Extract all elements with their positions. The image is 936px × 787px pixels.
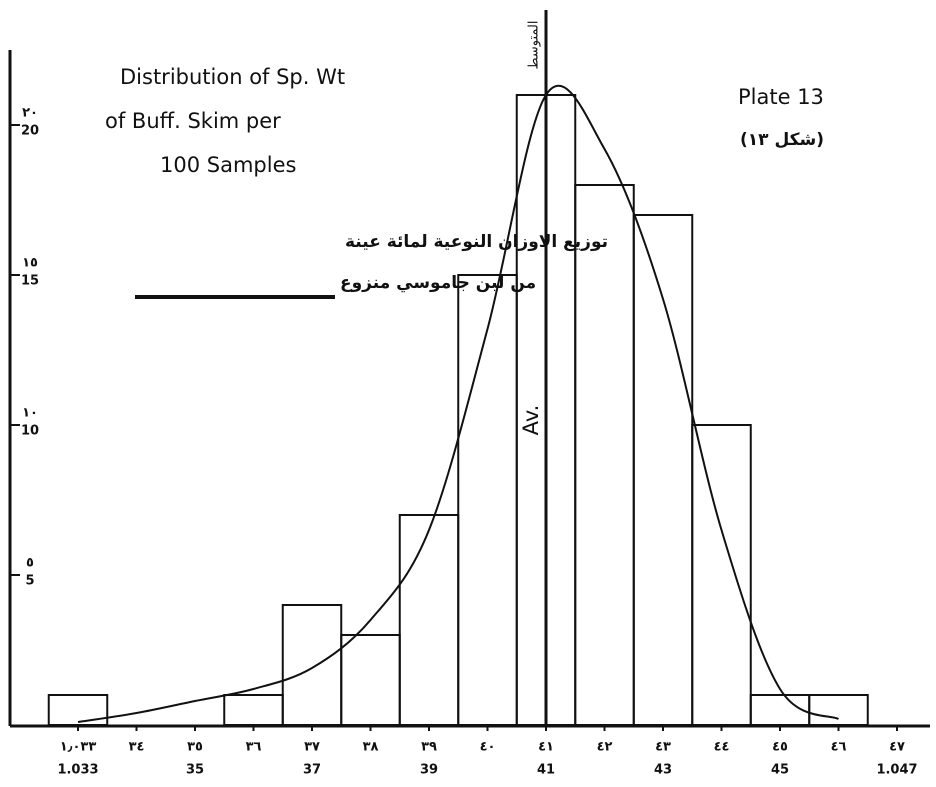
x-tick-label: 43 [654, 763, 672, 778]
bar [457, 274, 518, 726]
x-tick-label-arabic: ٣٨ [363, 740, 379, 755]
title-arabic: من لبن جاموسي منزوع [340, 273, 536, 293]
y-tick-label: 20 [21, 124, 39, 139]
y-tick-label-arabic: ١٥ [22, 256, 38, 271]
title-line: Distribution of Sp. Wt [120, 65, 345, 89]
x-tick-label-arabic: ٣٤ [129, 740, 145, 755]
x-tick-label: 41 [537, 763, 555, 778]
x-tick-label-arabic: ٤٣ [655, 740, 671, 755]
y-tick-label-arabic: ٥ [26, 556, 34, 571]
fit-curve [77, 85, 839, 723]
title-arabic: توزيع الاوزان النوعية لمائة عينة [345, 232, 608, 252]
plate-label-arabic: (شكل ١٣) [740, 130, 824, 150]
plate-label: Plate 13 [738, 85, 824, 109]
y-tick-label-arabic: ١٠ [22, 406, 38, 421]
bar [340, 634, 401, 726]
x-tick-label-arabic: ٤٠ [480, 740, 496, 755]
bar [691, 424, 752, 726]
average-label: Av. [519, 405, 543, 436]
x-tick-label-arabic: ١٫٠٣٣ [60, 740, 97, 755]
bar [808, 694, 869, 726]
x-tick-label: 35 [186, 763, 204, 778]
y-tick-label: 5 [25, 574, 34, 589]
x-tick-label: 1.047 [876, 763, 917, 778]
x-tick-label-arabic: ٣٥ [187, 740, 203, 755]
x-tick-label-arabic: ٤٥ [772, 740, 788, 755]
y-tick-label: 10 [21, 424, 39, 439]
x-tick-label: 39 [420, 763, 438, 778]
title-line: 100 Samples [160, 153, 296, 177]
title-line: of Buff. Skim per [105, 109, 281, 133]
x-tick-label-arabic: ٤٢ [597, 740, 613, 755]
x-tick-label: 45 [771, 763, 789, 778]
x-tick-label-arabic: ٤١ [538, 740, 554, 755]
y-tick-label: 15 [21, 274, 39, 289]
bar [398, 514, 460, 726]
x-tick-label-arabic: ٤٦ [831, 740, 847, 755]
bar [574, 184, 635, 726]
bar [47, 694, 109, 726]
bar [281, 604, 343, 726]
x-tick-label-arabic: ٣٧ [304, 740, 320, 755]
x-tick-label: 37 [303, 763, 321, 778]
bar [632, 214, 694, 726]
bar [223, 694, 284, 726]
x-tick-label-arabic: ٤٤ [714, 740, 730, 755]
x-tick-label-arabic: ٣٩ [421, 740, 437, 755]
x-tick-label-arabic: ٣٦ [246, 740, 262, 755]
x-tick-label-arabic: ٤٧ [889, 740, 905, 755]
average-label-arabic: المتوسط [527, 21, 542, 70]
y-tick-label-arabic: ٢٠ [22, 106, 38, 121]
x-tick-label: 1.033 [57, 763, 98, 778]
